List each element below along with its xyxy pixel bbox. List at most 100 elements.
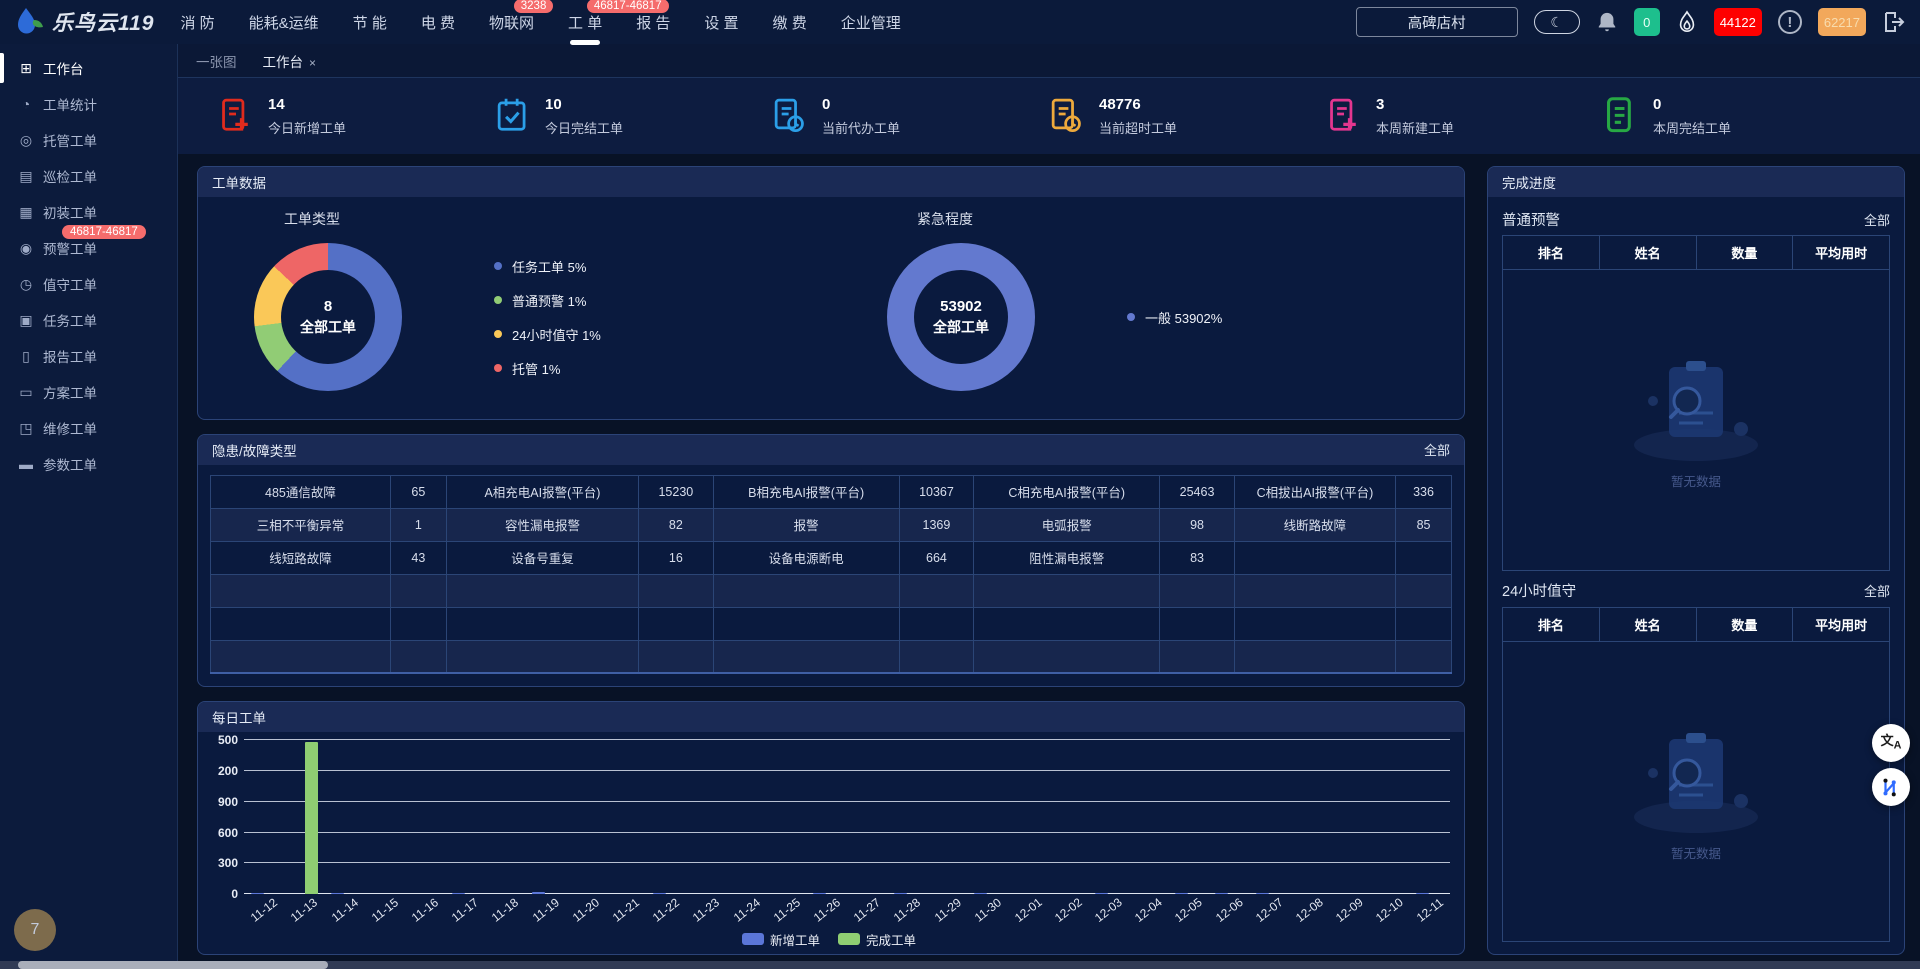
bar-新增工单[interactable] (532, 892, 546, 895)
inspection-icon: ▤ (19, 167, 33, 184)
legend-item-托管[interactable]: 托管 1% (494, 359, 601, 378)
red-counter-badge[interactable]: 44122 (1713, 8, 1762, 36)
page-number-bubble[interactable]: 7 (14, 909, 56, 951)
sidebar-item-初装工单[interactable]: ▦ 初装工单 (0, 194, 177, 230)
legend-item-普通预警[interactable]: 普通预警 1% (494, 291, 601, 310)
stat-text: 0 本周完结工单 (1653, 96, 1731, 137)
bar-新增工单[interactable] (1416, 892, 1430, 895)
bar-新增工单[interactable] (1175, 892, 1189, 895)
tab-close-icon[interactable]: × (309, 55, 317, 70)
fault-all-link[interactable]: 全部 (1423, 443, 1450, 459)
nav-item-能耗&运维[interactable]: 能耗&运维 (249, 12, 319, 33)
topology-graph-button[interactable] (1872, 768, 1910, 806)
x-axis-label: 11-21 (609, 895, 642, 925)
orange-counter-badge[interactable]: 62217 (1817, 8, 1866, 36)
sidebar-item-工单统计[interactable]: ◔ 工单统计 (0, 86, 177, 122)
site-selector[interactable]: 高碑店村 (1355, 7, 1518, 37)
bar-新增工单[interactable] (1094, 892, 1108, 895)
top-navigation-bar: 乐鸟云119 消 防 能耗&运维 节 能 电 费 物联网 3238 工 单 46817-468… (0, 0, 1920, 44)
calendar-check-icon (495, 93, 531, 140)
nav-item-工单[interactable]: 工 单 46817-46817 (568, 0, 669, 33)
section-all-link[interactable]: 全部 (1863, 584, 1890, 599)
nav-badge: 3238 (513, 0, 554, 13)
logout-icon[interactable] (1882, 10, 1906, 34)
bars-area (244, 740, 1450, 895)
x-axis-label: 12-10 (1373, 895, 1407, 925)
sidebar-item-托管工单[interactable]: ◎ 托管工单 (0, 122, 177, 158)
section-all-link[interactable]: 全部 (1863, 212, 1890, 228)
nav-item-消防[interactable]: 消 防 (180, 12, 214, 33)
fault-table-cell (1159, 639, 1235, 675)
fault-table-cell: 85 (1395, 507, 1452, 542)
stat-今日完结工单: 10 今日完结工单 (495, 93, 772, 140)
bar-新增工单[interactable] (974, 892, 988, 895)
sidebar-item-方案工单[interactable]: ▭ 方案工单 (0, 374, 177, 410)
fault-table-cell (1395, 639, 1452, 675)
bar-新增工单[interactable] (652, 892, 666, 895)
warning-circle-icon[interactable]: ! (1777, 10, 1802, 34)
donut-ring[interactable]: 53902 全部工单 (887, 243, 1035, 391)
sidebar-item-工作台[interactable]: ⊞ 工作台 (0, 50, 177, 86)
stat-label: 当前代办工单 (822, 120, 901, 136)
bar-slot-11-20 (566, 740, 606, 894)
x-axis-label: 11-26 (810, 895, 843, 925)
sidebar-item-维修工单[interactable]: ◳ 维修工单 (0, 410, 177, 446)
horizontal-scrollbar[interactable] (0, 961, 1920, 969)
fault-table-cell (712, 573, 900, 608)
legend-label: 一般 53902% (1145, 310, 1223, 326)
legend-item-24小时值守[interactable]: 24小时值守 1% (494, 325, 601, 344)
sidebar-item-报告工单[interactable]: ▯ 报告工单 (0, 338, 177, 374)
nav-item-label: 消 防 (180, 14, 215, 32)
stat-text: 0 当前代办工单 (822, 96, 900, 137)
daily-legend-新增工单[interactable]: 新增工单 (741, 930, 820, 949)
scrollbar-thumb[interactable] (18, 961, 328, 969)
legend-item-任务工单[interactable]: 任务工单 5% (494, 257, 601, 276)
bar-slot-11-22 (646, 740, 686, 895)
sidebar-item-任务工单[interactable]: ▣ 任务工单 (0, 302, 177, 338)
panel-title: 工单数据 (212, 176, 266, 191)
bar-完成工单[interactable] (304, 742, 318, 895)
clipboard-clock-icon (1049, 93, 1085, 140)
bar-新增工单[interactable] (250, 892, 264, 895)
fault-table-cell: 65 (389, 474, 447, 509)
theme-toggle[interactable]: ☾ (1533, 10, 1580, 34)
x-axis-label: 12-06 (1212, 895, 1246, 925)
bar-新增工单[interactable] (813, 892, 827, 895)
translate-icon: 文A (1880, 733, 1902, 752)
fire-alarm-icon[interactable] (1676, 10, 1698, 34)
tab-工作台[interactable]: 工作台 × (262, 54, 317, 70)
fault-table-cell: 线断路故障 (1233, 507, 1397, 542)
nav-item-物联网[interactable]: 物联网 3238 (489, 0, 554, 33)
language-switch-button[interactable]: 文A (1872, 724, 1910, 762)
sidebar-item-预警工单[interactable]: ◉ 预警工单 46817-46817 (0, 225, 177, 266)
sidebar-item-值守工单[interactable]: ◷ 值守工单 (0, 266, 177, 302)
fault-table-row: 三相不平衡异常 1 容性漏电报警 82 报警 1369 电弧报警 98 线断路故障 85 (210, 507, 1452, 542)
fault-table-cell (712, 639, 900, 675)
stat-text: 10 今日完结工单 (545, 96, 623, 137)
column-header-排名: 排名 (1503, 607, 1600, 642)
sidebar-item-参数工单[interactable]: ▬ 参数工单 (0, 446, 177, 482)
bar-新增工单[interactable] (893, 892, 907, 895)
no-data-illustration (1634, 361, 1758, 462)
tab-一张图[interactable]: 一张图 (196, 54, 237, 70)
fault-types-table: 485通信故障 65 A相充电AI报警(平台) 15230 B相充电AI报警(平台) 10… (210, 474, 1452, 675)
green-counter-badge[interactable]: 0 (1633, 8, 1660, 36)
fault-table-cell (445, 639, 640, 675)
bar-新增工单[interactable] (451, 892, 465, 895)
notification-bell-icon[interactable] (1596, 10, 1618, 34)
bar-新增工单[interactable] (331, 892, 344, 895)
nav-item-电费[interactable]: 电 费 (421, 12, 455, 33)
bar-新增工单[interactable] (1215, 892, 1229, 895)
daily-legend-完成工单[interactable]: 完成工单 (838, 930, 916, 949)
nav-item-企业管理[interactable]: 企业管理 (841, 12, 901, 33)
nav-item-设置[interactable]: 设 置 (704, 12, 738, 33)
nav-item-缴费[interactable]: 缴 费 (773, 12, 807, 33)
legend-item-一般[interactable]: 一般 53902% (1127, 308, 1222, 327)
sidebar-item-巡检工单[interactable]: ▤ 巡检工单 (0, 158, 177, 194)
nav-item-报告[interactable]: 报 告 (636, 12, 670, 33)
nav-item-节能[interactable]: 节 能 (353, 12, 387, 33)
donut-ring[interactable]: 8 全部工单 (254, 243, 402, 391)
fault-table-cell (445, 573, 640, 608)
fault-table-cell: A相充电AI报警(平台) (445, 474, 640, 509)
bar-新增工单[interactable] (1255, 892, 1269, 895)
